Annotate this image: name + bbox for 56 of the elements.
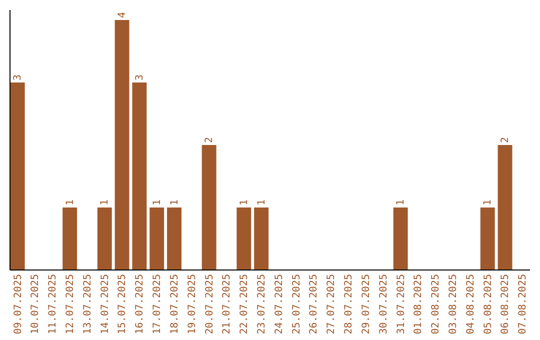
x-tick-label: 23.07.2025 — [256, 274, 268, 334]
x-tick-label: 03.08.2025 — [448, 274, 459, 334]
x-tick-label: 19.07.2025 — [186, 274, 198, 334]
bar — [202, 145, 216, 270]
data-label: 4 — [117, 12, 128, 18]
data-label: 2 — [204, 136, 216, 143]
data-label: 1 — [64, 199, 76, 206]
data-label: 1 — [396, 199, 407, 206]
x-tick-label: 09.07.2025 — [12, 274, 24, 334]
x-tick-label: 16.07.2025 — [134, 274, 146, 334]
x-tick-label: 21.07.2025 — [222, 274, 233, 334]
x-tick-label: 11.07.2025 — [48, 274, 59, 334]
bar — [254, 208, 269, 270]
data-label: 1 — [238, 199, 250, 206]
data-label: 1 — [256, 199, 268, 206]
bar — [132, 82, 147, 270]
x-tick-label: 22.07.2025 — [239, 274, 250, 334]
data-label: 1 — [482, 199, 494, 206]
x-tick-label: 18.07.2025 — [169, 274, 180, 334]
x-tick-label: 24.07.2025 — [274, 274, 285, 334]
x-tick-label: 20.07.2025 — [204, 274, 216, 334]
x-tick-label: 17.07.2025 — [152, 274, 164, 334]
bar — [150, 208, 164, 270]
x-tick-label: 14.07.2025 — [100, 274, 111, 334]
x-tick-label: 30.07.2025 — [378, 274, 390, 334]
data-label: 3 — [134, 74, 146, 80]
x-tick-label: 10.07.2025 — [30, 274, 42, 334]
x-tick-label: 25.07.2025 — [291, 274, 302, 334]
x-tick-label: 31.07.2025 — [396, 274, 407, 334]
x-tick-label: 01.08.2025 — [413, 274, 424, 334]
data-label: 3 — [12, 74, 24, 80]
x-tick-label: 26.07.2025 — [308, 274, 320, 334]
data-label: 1 — [152, 199, 163, 206]
x-tick-label: 05.08.2025 — [482, 274, 494, 334]
data-label: 2 — [500, 136, 512, 143]
x-tick-label: 15.07.2025 — [117, 274, 128, 334]
x-tick-label: 27.07.2025 — [326, 274, 338, 334]
bar — [97, 208, 112, 270]
bar — [498, 145, 512, 270]
x-tick-label: 07.08.2025 — [518, 274, 529, 334]
data-label: 1 — [100, 199, 111, 206]
x-tick-label: 29.07.2025 — [360, 274, 372, 334]
bar — [393, 208, 408, 270]
bar — [236, 208, 252, 270]
data-label: 1 — [169, 199, 180, 206]
bar — [10, 82, 25, 270]
x-tick-label: 13.07.2025 — [82, 274, 94, 334]
bar — [167, 208, 182, 270]
bar — [114, 20, 130, 270]
bar — [62, 208, 78, 270]
bar — [480, 208, 495, 270]
x-tick-label: 06.08.2025 — [500, 274, 512, 334]
x-tick-label: 02.08.2025 — [430, 274, 442, 334]
x-tick-label: 12.07.2025 — [65, 274, 76, 334]
x-tick-label: 28.07.2025 — [344, 274, 355, 334]
x-tick-label: 04.08.2025 — [465, 274, 476, 334]
